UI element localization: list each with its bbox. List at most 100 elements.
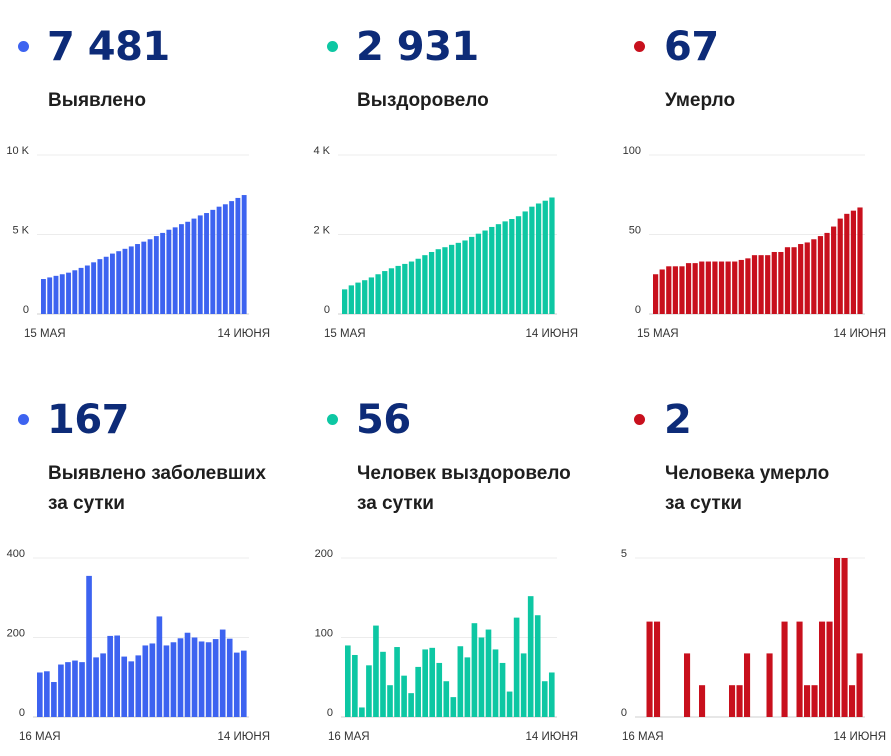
bar [705,261,711,314]
bar [355,282,361,314]
bar [149,643,156,717]
bar [142,645,149,717]
bar [184,632,191,717]
bar [435,249,441,314]
bar [373,625,379,717]
bar [41,279,46,314]
bar [489,226,495,314]
bar [672,266,678,314]
bar [241,195,247,314]
stat-value-deaths: 67 [664,24,719,70]
bar [352,654,358,717]
stat-label-daily-recovered-line1: Человек выздоровело [357,463,571,484]
bar [712,261,718,314]
bar [784,247,791,314]
bar [758,255,764,314]
x-start-label: 15 МАЯ [637,328,679,340]
bar [798,244,804,314]
bar [368,277,375,314]
bar [198,641,205,717]
bar [844,213,850,314]
bar [811,685,818,717]
bar [834,558,841,717]
bar [449,244,455,314]
stat-label-daily-deaths-line2: за сутки [665,493,742,514]
y-tick-label: 2 K [313,225,330,237]
bar [345,645,351,717]
y-tick-label: 0 [19,707,25,719]
stat-dot-daily-recovered [327,414,338,425]
bar [745,258,751,314]
bar [388,268,395,314]
bar [450,697,457,717]
bar [692,263,698,314]
bar [72,270,78,314]
y-tick-label: 0 [327,707,333,719]
bar [509,218,515,314]
bar [147,239,153,314]
bar [128,661,135,717]
bar [766,653,773,717]
y-tick-label: 100 [315,628,333,640]
stat-label-recovered: Выздоровело [357,90,489,111]
x-end-label: 14 ИЮНЯ [526,731,578,743]
bar [684,653,691,717]
bar [796,621,803,717]
bar [464,657,471,717]
bar [100,653,106,717]
bar [534,615,541,717]
bar [475,233,482,314]
x-end-label: 14 ИЮНЯ [834,328,886,340]
x-end-label: 14 ИЮНЯ [526,328,578,340]
bar [408,261,415,314]
bar [72,660,78,717]
bar [153,236,159,314]
bar [541,681,548,717]
y-tick-label: 0 [23,304,29,316]
bar [529,206,535,314]
y-tick-label: 0 [635,304,641,316]
bar [826,621,833,717]
bar [471,623,478,717]
bar [402,263,408,314]
bar [751,255,758,314]
bar [513,617,520,717]
bar [732,261,738,314]
stat-label-daily-deaths-line1: Человека умерло [665,463,830,484]
bar [380,651,386,717]
bar [415,258,421,314]
bar [685,263,692,314]
bar [65,662,71,717]
bar [141,241,147,314]
bar [659,269,665,314]
bar [482,230,488,314]
bar [442,247,448,314]
y-tick-label: 400 [7,548,25,560]
bar [718,261,725,314]
bar [850,210,857,314]
bar [166,229,172,314]
bar [170,642,177,717]
bar [93,657,99,717]
stat-value-daily-cases: 167 [47,397,130,443]
stat-label-daily-cases-line2: за сутки [48,493,125,514]
bar [51,682,57,717]
stat-label-daily-recovered-line2: за сутки [357,493,434,514]
bar [492,649,499,717]
bar [443,681,450,717]
bar [401,675,407,717]
x-start-label: 15 МАЯ [324,328,366,340]
bar [342,289,348,314]
bar [429,647,436,717]
bar [212,639,219,717]
bar [79,662,85,717]
bar [428,251,435,314]
bar [542,200,548,314]
bar [179,224,184,314]
bar [222,204,228,314]
bar [86,575,92,717]
bar [408,693,414,717]
